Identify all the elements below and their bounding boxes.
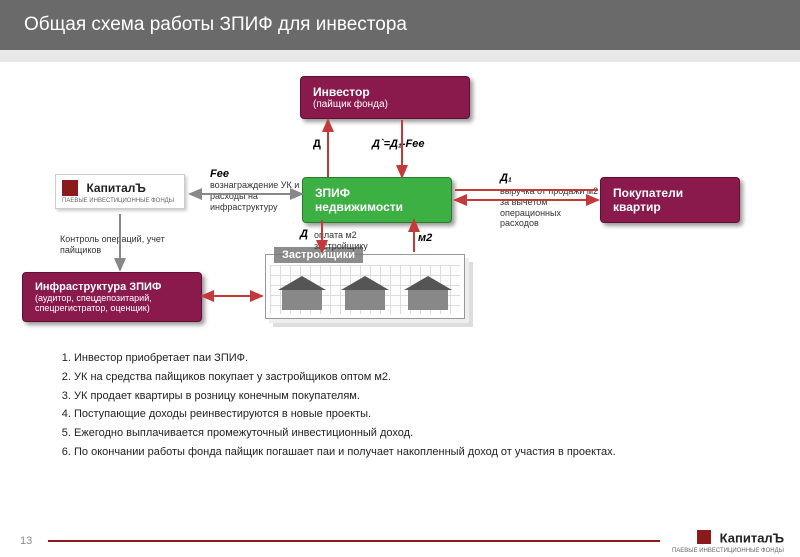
label-control: Контроль операций, учет пайщиков [60, 234, 190, 256]
step-item: УК на средства пайщиков покупает у застр… [74, 371, 760, 385]
house-icon [404, 276, 452, 310]
footer-line [48, 540, 660, 542]
logo-icon [697, 530, 711, 544]
box-buyers: Покупатели квартир [600, 177, 740, 223]
step-item: Инвестор приобретает паи ЗПИФ. [74, 352, 760, 366]
page-number: 13 [0, 535, 48, 547]
box-investor: Инвестор (пайщик фонда) [300, 76, 470, 119]
footer-logo: КапиталЪ ПАЕВЫЕ ИНВЕСТИЦИОННЫЕ ФОНДЫ [672, 529, 800, 554]
diagram: Инвестор (пайщик фонда) ЗПИФ недвижимост… [0, 62, 800, 342]
label-fee: Fee [210, 168, 229, 180]
logo-tagline: ПАЕВЫЕ ИНВЕСТИЦИОННЫЕ ФОНДЫ [62, 198, 178, 204]
slide-title: Общая схема работы ЗПИФ для инвестора [0, 0, 800, 50]
label-d1-desc: выручка от продажи м2 за вычетом операци… [500, 186, 600, 229]
step-item: Поступающие доходы реинвестируются в нов… [74, 408, 760, 422]
label-d: Д [313, 138, 321, 150]
house-icon [278, 276, 326, 310]
box-builders: Застройщики [265, 254, 465, 319]
logo-icon [62, 180, 78, 196]
steps-list: Инвестор приобретает паи ЗПИФ. УК на сред… [0, 342, 800, 460]
step-item: По окончании работы фонда пайщик погашае… [74, 446, 760, 460]
logo-text: КапиталЪ [86, 181, 145, 195]
step-item: Ежегодно выплачивается промежуточный инв… [74, 427, 760, 441]
label-pay-desc: оплата м2 застройщику [314, 230, 404, 252]
label-d-pay: Д [300, 228, 308, 240]
house-icon [341, 276, 389, 310]
step-item: УК продает квартиры в розницу конечным п… [74, 390, 760, 404]
label-fee-desc: вознаграждение УК и расходы на инфрастру… [210, 180, 300, 212]
footer: 13 КапиталЪ ПАЕВЫЕ ИНВЕСТИЦИОННЫЕ ФОНДЫ [0, 525, 800, 557]
logo-kapital-box: КапиталЪ ПАЕВЫЕ ИНВЕСТИЦИОННЫЕ ФОНДЫ [55, 174, 185, 209]
label-d-formula: Д`=Д₁-Fee [372, 138, 424, 150]
label-d1: Д₁ [500, 172, 512, 184]
label-m2: м2 [418, 232, 432, 244]
box-infrastructure: Инфраструктура ЗПИФ (аудитор, спецдепози… [22, 272, 202, 322]
box-zpif: ЗПИФ недвижимости [302, 177, 452, 223]
divider-band [0, 50, 800, 62]
